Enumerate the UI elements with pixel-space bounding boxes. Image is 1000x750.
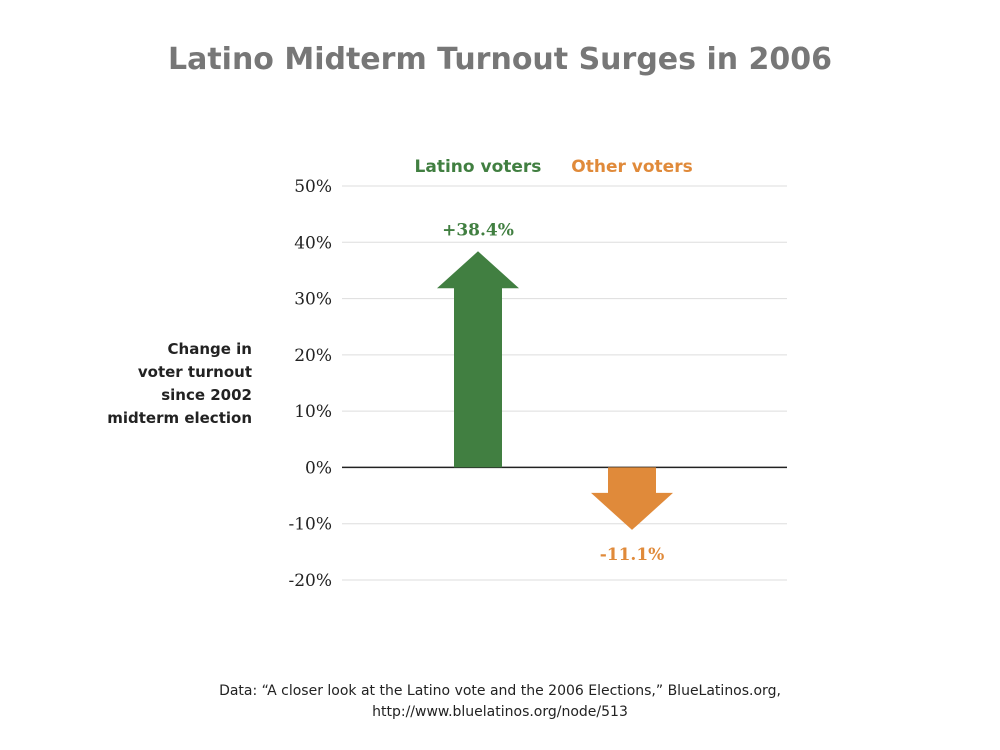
- y-axis-label-line: midterm election: [107, 409, 252, 427]
- bar-other-voters: [591, 467, 673, 530]
- y-tick-label: 50%: [294, 177, 332, 197]
- y-tick-label: 40%: [294, 233, 332, 253]
- y-tick-label: 20%: [294, 346, 332, 366]
- y-tick-label: -10%: [288, 515, 332, 535]
- y-tick-label: 10%: [294, 402, 332, 422]
- chart-title: Latino Midterm Turnout Surges in 2006: [167, 42, 833, 77]
- y-axis-label: Change in voter turnout since 2002 midte…: [100, 338, 252, 430]
- category-label: Latino voters: [415, 157, 542, 177]
- y-tick-label: 30%: [294, 290, 332, 310]
- y-tick-label: 0%: [305, 458, 332, 478]
- data-label: -11.1%: [600, 545, 665, 565]
- source-note-line: http://www.bluelatinos.org/node/513: [372, 704, 628, 720]
- source-note: Data: “A closer look at the Latino vote …: [0, 681, 1000, 723]
- y-axis-label-line: since 2002: [161, 386, 252, 404]
- category-label: Other voters: [571, 157, 692, 177]
- bar-latino-voters: [437, 251, 519, 468]
- data-label: +38.4%: [442, 220, 514, 240]
- source-note-line: Data: “A closer look at the Latino vote …: [219, 683, 781, 699]
- y-axis-label-line: Change in: [167, 340, 252, 358]
- y-tick-label: -20%: [288, 571, 332, 591]
- y-axis-label-line: voter turnout: [137, 363, 252, 381]
